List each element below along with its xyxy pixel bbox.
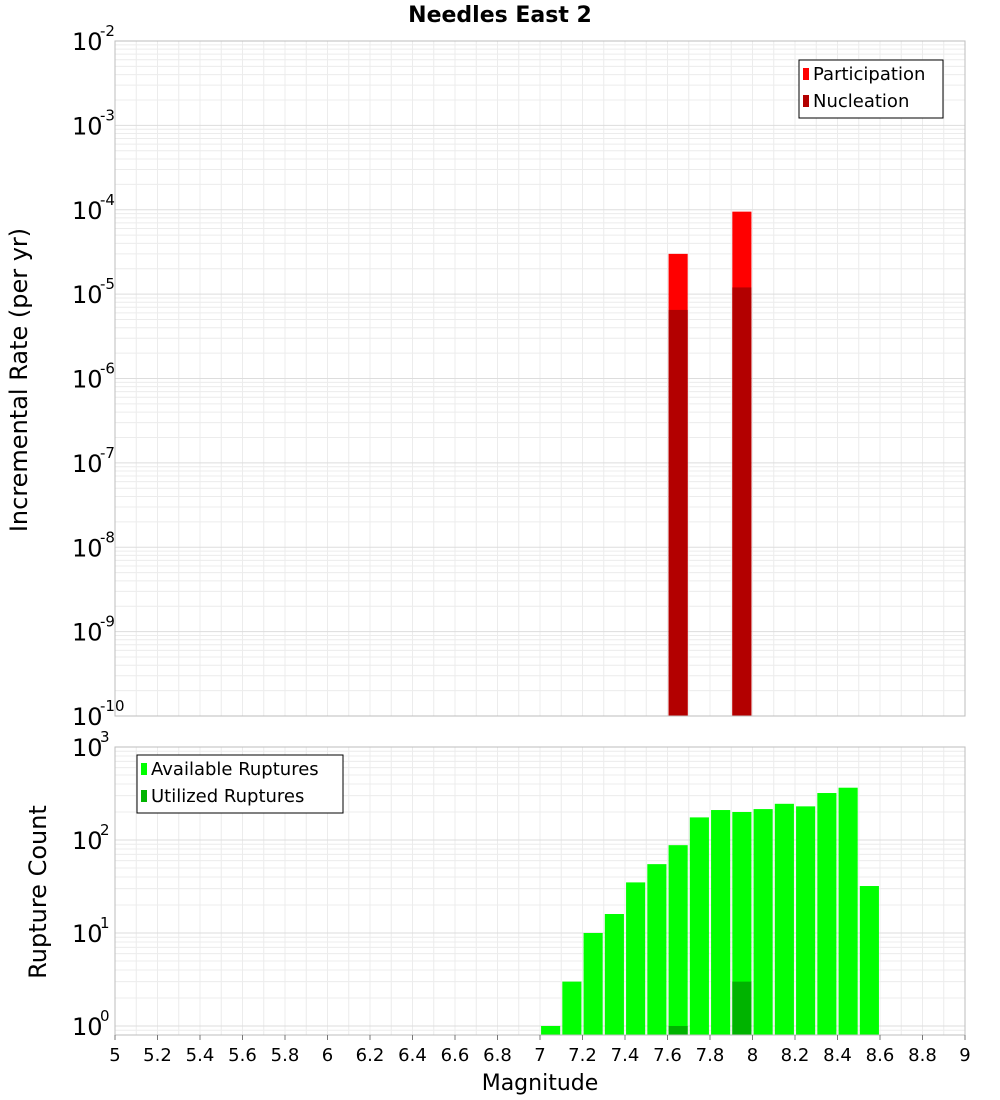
count-legend-swatch-1 xyxy=(141,790,147,802)
rate-grid xyxy=(114,41,966,717)
x-tick-label: 5.4 xyxy=(186,1045,215,1066)
x-tick-label: 6.6 xyxy=(441,1045,470,1066)
count-legend-label-1: Utilized Ruptures xyxy=(151,786,304,807)
x-tick-label: 7.6 xyxy=(653,1045,682,1066)
count-y-tick-base: 10 xyxy=(72,920,103,948)
magnitude-x-ticks: 5 5.2 5.4 5.6 5.8 6 6.2 6.4 6.6 6.8 7 7.2 7.4 7.6 7.8 8… xyxy=(109,1035,971,1066)
x-tick-label: 6.4 xyxy=(398,1045,427,1066)
count-bar-utilized-ruptures-1 xyxy=(732,981,752,1035)
count-bar-available-ruptures-12 xyxy=(796,806,816,1035)
rate-bars xyxy=(668,211,752,716)
rate-y-tick-exp: -2 xyxy=(100,22,115,40)
count-legend: Available Ruptures Utilized Ruptures xyxy=(136,754,344,814)
count-y-tick-base: 10 xyxy=(72,827,103,855)
count-y-tick-exp: 1 xyxy=(100,914,110,932)
count-y-tick-base: 10 xyxy=(72,734,103,762)
rate-y-tick-base: 10 xyxy=(72,619,103,647)
rate-legend-swatch-0 xyxy=(803,68,809,80)
rate-y-tick-base: 10 xyxy=(72,281,103,309)
x-tick-label: 8.6 xyxy=(866,1045,895,1066)
rate-bar-nucleation-1 xyxy=(732,287,752,716)
count-bars xyxy=(541,787,879,1035)
rate-legend-swatch-1 xyxy=(803,95,809,107)
x-tick-label: 5.2 xyxy=(143,1045,172,1066)
rate-y-tick-base: 10 xyxy=(72,450,103,478)
rate-y-tick-exp: -5 xyxy=(100,275,115,293)
count-bar-available-ruptures-2 xyxy=(583,932,603,1035)
rate-y-tick-exp: -7 xyxy=(100,444,115,462)
rate-y-tick-exp: -9 xyxy=(100,613,115,631)
count-bar-available-ruptures-14 xyxy=(838,787,858,1035)
count-bar-available-ruptures-3 xyxy=(604,914,624,1035)
rate-y-tick-base: 10 xyxy=(72,112,103,140)
x-tick-label: 5.6 xyxy=(228,1045,257,1066)
x-tick-label: 9 xyxy=(959,1045,970,1066)
count-bar-available-ruptures-11 xyxy=(774,803,794,1035)
count-bar-available-ruptures-8 xyxy=(711,810,731,1035)
rate-legend-label-0: Participation xyxy=(813,64,925,85)
count-bar-available-ruptures-9 xyxy=(732,812,752,1035)
x-tick-label: 8 xyxy=(747,1045,758,1066)
count-y-tick-exp: 0 xyxy=(100,1007,110,1025)
x-tick-label: 7.8 xyxy=(696,1045,725,1066)
count-legend-swatch-0 xyxy=(141,763,147,775)
count-y-tick-exp: 3 xyxy=(100,728,110,746)
x-tick-label: 6 xyxy=(322,1045,333,1066)
rate-bar-nucleation-0 xyxy=(668,309,688,716)
count-bar-available-ruptures-1 xyxy=(562,981,582,1035)
rate-plot-frame xyxy=(114,40,966,717)
count-axis-label: Rupture Count xyxy=(24,805,52,979)
x-tick-label: 7.2 xyxy=(568,1045,597,1066)
x-tick-label: 5.8 xyxy=(271,1045,300,1066)
rate-panel: 10-1010-910-810-710-610-510-410-310-2Par… xyxy=(72,22,966,731)
x-tick-label: 8.4 xyxy=(823,1045,852,1066)
count-bar-available-ruptures-4 xyxy=(626,882,646,1035)
rate-legend: Participation Nucleation xyxy=(798,59,944,119)
chart-title: Needles East 2 xyxy=(408,3,592,28)
magnitude-axis-label: Magnitude xyxy=(482,1071,599,1096)
rate-y-tick-exp: -4 xyxy=(100,191,115,209)
rate-y-tick-base: 10 xyxy=(72,534,103,562)
rate-legend-label-1: Nucleation xyxy=(813,91,909,112)
count-bar-available-ruptures-0 xyxy=(541,1025,561,1035)
count-bar-available-ruptures-10 xyxy=(753,809,773,1035)
rate-axis-label: Incremental Rate (per yr) xyxy=(5,228,33,532)
x-tick-label: 8.8 xyxy=(908,1045,937,1066)
rate-y-tick-base: 10 xyxy=(72,366,103,394)
count-legend-label-0: Available Ruptures xyxy=(151,759,319,780)
x-tick-label: 6.8 xyxy=(483,1045,512,1066)
count-bar-available-ruptures-5 xyxy=(647,864,667,1035)
count-bar-utilized-ruptures-0 xyxy=(668,1025,688,1035)
rate-legend-box xyxy=(798,59,944,119)
rate-y-tick-exp: -6 xyxy=(100,360,115,378)
count-y-tick-base: 10 xyxy=(72,1013,103,1041)
count-y-tick-exp: 2 xyxy=(100,821,110,839)
x-tick-label: 8.2 xyxy=(781,1045,810,1066)
rate-y-tick-exp: -10 xyxy=(100,697,125,715)
rate-y-tick-base: 10 xyxy=(72,703,103,731)
x-tick-label: 7 xyxy=(534,1045,545,1066)
rate-y-tick-base: 10 xyxy=(72,197,103,225)
x-tick-label: 6.2 xyxy=(356,1045,385,1066)
count-bar-available-ruptures-15 xyxy=(859,886,879,1035)
rate-y-tick-exp: -8 xyxy=(100,528,115,546)
count-bar-available-ruptures-6 xyxy=(668,845,688,1035)
count-bar-available-ruptures-7 xyxy=(689,817,709,1035)
rate-y-tick-base: 10 xyxy=(72,28,103,56)
x-tick-label: 7.4 xyxy=(611,1045,640,1066)
count-bar-available-ruptures-13 xyxy=(817,793,837,1035)
rate-y-tick-exp: -3 xyxy=(100,106,115,124)
x-tick-label: 5 xyxy=(109,1045,120,1066)
count-legend-box xyxy=(136,754,344,814)
